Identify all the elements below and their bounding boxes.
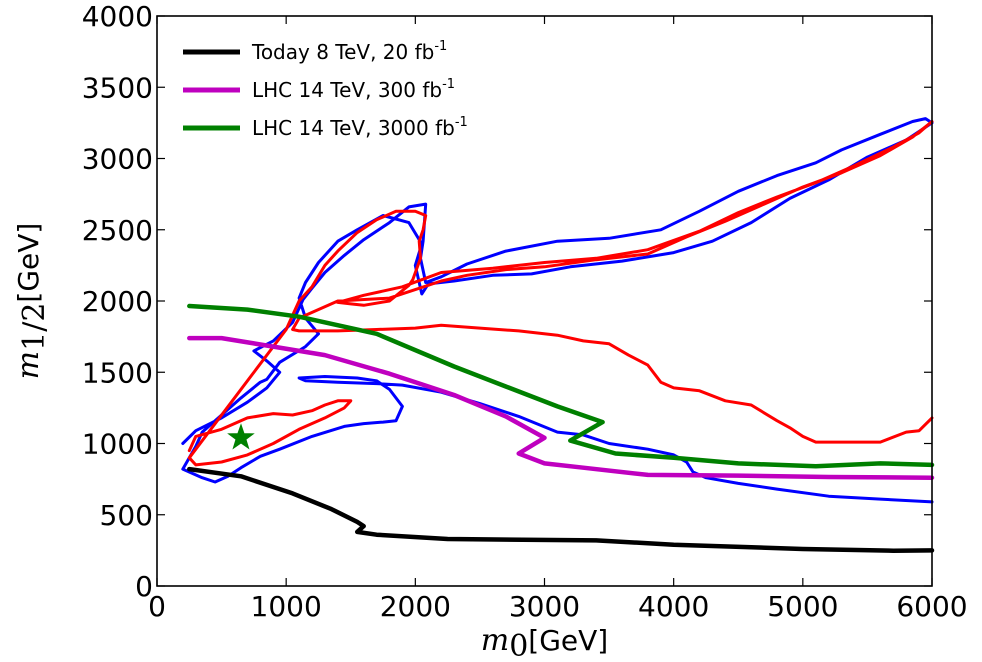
legend-label: LHC 14 TeV, 3000 fb-1 [252,115,468,140]
legend: Today 8 TeV, 20 fb-1 LHC 14 TeV, 300 fb-1… [183,39,468,140]
y-tick-label: 3500 [82,71,153,104]
y-tick-label: 0 [135,570,153,603]
y-tick-label: 4000 [82,0,153,33]
x-axis-unit: [GeV] [528,624,608,657]
x-axis-symbol: m [481,623,509,658]
y-axis-label: m1/2[GeV] [11,223,52,380]
x-tick-label: 4000 [638,590,709,623]
star-marker [227,423,255,450]
axis-ticks: 0 1000 2000 3000 4000 5000 6000 0 500 1000 1500 200… [82,0,968,623]
y-axis-symbol: m [11,351,46,379]
x-axis-subscript: 0 [509,629,528,662]
legend-label: Today 8 TeV, 20 fb-1 [251,39,447,64]
y-tick-label: 1000 [82,428,153,461]
series-line-0 [187,466,935,553]
y-tick-label: 1500 [82,356,153,389]
x-tick-label: 6000 [896,590,967,623]
plot-frame [156,15,933,587]
series-line-1 [187,335,935,480]
y-tick-label: 3000 [82,143,153,176]
x-tick-label: 0 [148,590,166,623]
y-axis-unit: [GeV] [12,223,45,303]
series-line-4 [187,120,934,467]
marker-layer [227,423,255,450]
x-tick-label: 3000 [509,590,580,623]
x-tick-label: 1000 [251,590,322,623]
series-layer [181,117,935,553]
y-axis-subscript: 1/2 [17,303,52,351]
x-axis-label: m0[GeV] [481,623,608,662]
x-tick-label: 2000 [380,590,451,623]
y-tick-label: 2500 [82,214,153,247]
y-tick-label: 2000 [82,285,153,318]
x-tick-label: 5000 [767,590,838,623]
y-tick-label: 500 [100,499,153,532]
legend-label: LHC 14 TeV, 300 fb-1 [252,77,455,102]
series-line-2 [187,303,935,469]
